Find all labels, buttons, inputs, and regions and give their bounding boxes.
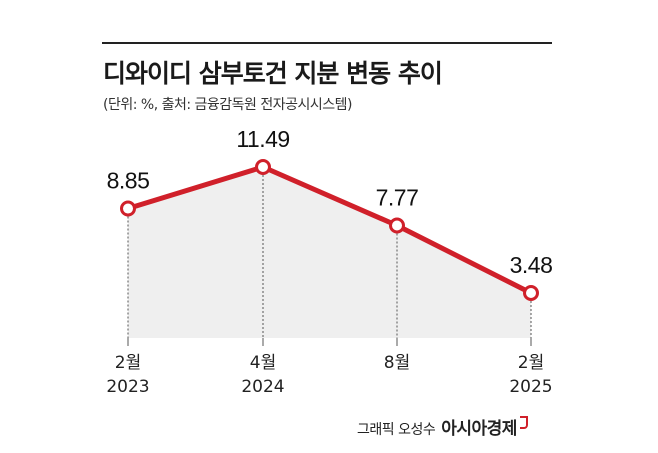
series-line	[125, 164, 534, 296]
graphic-credit: 그래픽 오성수	[357, 422, 436, 438]
chart-subtitle: (단위: %, 출처: 금융감독원 전자공시시스템)	[103, 97, 353, 113]
x-tick-month-3: 2월	[518, 353, 544, 373]
x-tick-year-1: 2024	[241, 377, 284, 397]
data-point-0	[120, 200, 136, 217]
data-point-3	[523, 285, 539, 301]
area-fill	[128, 167, 531, 338]
data-label-2: 7.77	[376, 185, 419, 211]
x-tick-month-1: 4월	[250, 353, 276, 373]
brand-logo: 아시아경제	[441, 419, 517, 439]
x-tick-month-2: 8월	[384, 353, 410, 373]
x-tick-year-3: 2025	[509, 377, 552, 397]
data-point-2	[389, 217, 405, 234]
top-rule	[102, 42, 552, 44]
data-label-3: 3.48	[510, 252, 553, 278]
data-point-1	[255, 159, 271, 175]
x-tick-year-0: 2023	[106, 377, 149, 397]
data-label-0: 8.85	[107, 168, 150, 194]
credit-line: 그래픽 오성수 아시아경제	[357, 414, 528, 439]
data-label-1: 11.49	[236, 126, 289, 152]
brand-mark-icon	[519, 416, 528, 429]
x-tick-month-0: 2월	[115, 353, 141, 373]
chart-title: 디와이디 삼부토건 지분 변동 추이	[103, 59, 443, 88]
